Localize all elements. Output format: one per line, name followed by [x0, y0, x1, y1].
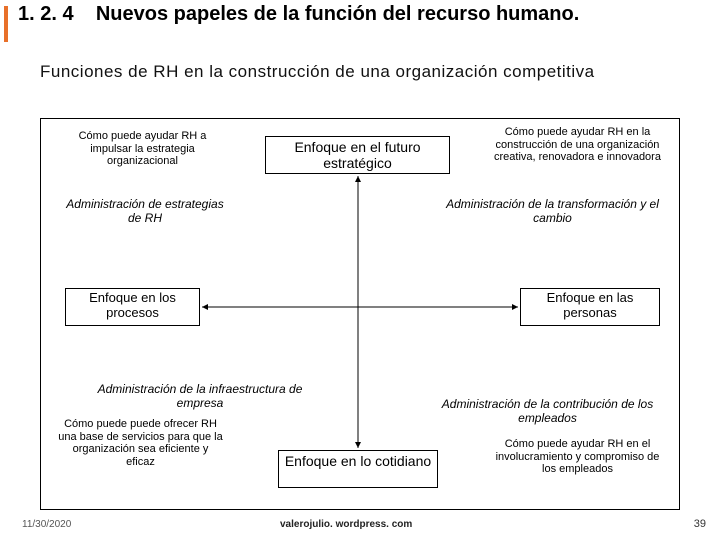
node-bot_right_q: Cómo puede ayudar RH en el involucramien… [490, 438, 665, 498]
footer-date: 11/30/2020 [22, 519, 71, 530]
heading-number: 1. 2. 4 [18, 3, 74, 26]
footer-url: valerojulio. wordpress. com [280, 519, 412, 530]
node-mid_right: Enfoque en las personas [520, 288, 660, 326]
node-adm_bl: Administración de la infraestructura de … [95, 383, 305, 417]
node-adm_br: Administración de la contribución de los… [430, 398, 665, 432]
heading-title: Nuevos papeles de la función del recurso… [96, 3, 579, 25]
node-mid_left: Enfoque en los procesos [65, 288, 200, 326]
node-adm_tl: Administración de estrategias de RH [65, 198, 225, 232]
node-top_left_q: Cómo puede ayudar RH a impulsar la estra… [65, 130, 220, 192]
node-top_right_q: Cómo puede ayudar RH en la construcción … [490, 126, 665, 196]
node-top_center: Enfoque en el futuro estratégico [265, 136, 450, 174]
node-bot_left_q: Cómo puede puede ofrecer RH una base de … [58, 418, 223, 498]
node-adm_tr: Administración de la transformación y el… [440, 198, 665, 232]
node-bot_center: Enfoque en lo cotidiano [278, 450, 438, 488]
accent-bar [4, 6, 8, 42]
footer-page: 39 [694, 518, 706, 530]
section-heading: 1. 2. 4 Nuevos papeles de la función del… [18, 3, 678, 26]
subtitle: Funciones de RH en la construcción de un… [40, 62, 680, 82]
